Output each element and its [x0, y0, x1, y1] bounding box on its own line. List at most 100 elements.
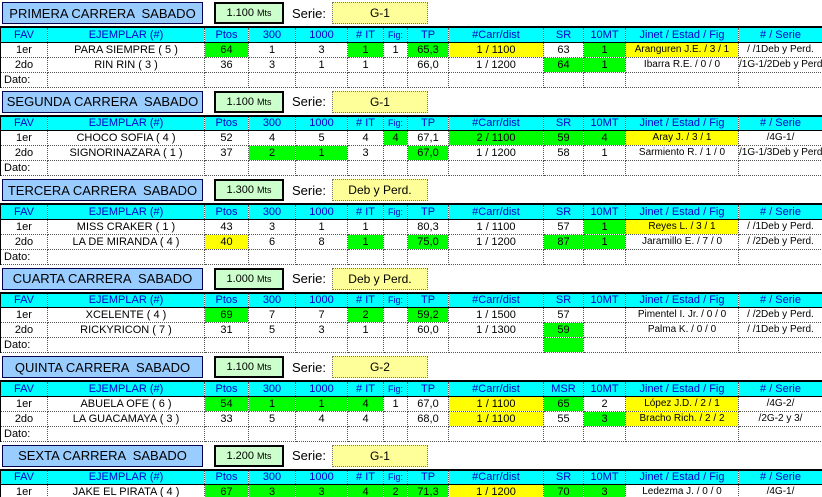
tp-cell[interactable]: 66,0 — [407, 56, 449, 73]
column-header-serie[interactable]: # / Serie — [738, 469, 822, 485]
1000-cell[interactable]: 4 — [295, 410, 348, 427]
ejemplar-cell[interactable] — [47, 71, 205, 88]
column-header-fig[interactable]: Fig: — [383, 115, 408, 131]
column-header-serie[interactable]: # / Serie — [738, 381, 822, 397]
carr-dist-cell[interactable]: 1 / 1500 — [448, 307, 544, 323]
ejemplar-cell[interactable]: PARA SIEMPRE ( 5 ) — [47, 41, 205, 58]
jinet-cell[interactable]: Aranguren J.E. / 3 / 1 — [625, 41, 739, 58]
fig-cell[interactable]: 1 — [383, 395, 408, 412]
carr-dist-cell[interactable]: 1 / 1200 — [448, 145, 544, 161]
column-header-10mt[interactable]: 10MT — [583, 27, 626, 43]
column-header-10mt[interactable]: 10MT — [583, 381, 626, 397]
ejemplar-cell[interactable] — [47, 248, 205, 265]
column-header-1000[interactable]: 1000 — [295, 469, 348, 485]
10mt-cell[interactable]: 1 — [583, 56, 626, 73]
sr-cell[interactable] — [543, 71, 584, 88]
sr-cell[interactable]: 59 — [543, 322, 584, 338]
ptos-cell[interactable] — [204, 337, 249, 353]
jinet-cell[interactable]: Sarmiento R. / 1 / 0 — [625, 145, 739, 161]
column-header-tp[interactable]: TP — [407, 469, 449, 485]
fav-cell[interactable]: 2do — [0, 322, 48, 338]
column-header-ptos[interactable]: Ptos — [204, 381, 249, 397]
column-header-sr[interactable]: SR — [543, 292, 584, 308]
column-header-1000[interactable]: 1000 — [295, 204, 348, 220]
column-header-ptos[interactable]: Ptos — [204, 27, 249, 43]
300-cell[interactable] — [248, 425, 296, 442]
300-cell[interactable] — [248, 337, 296, 353]
serie-cell[interactable]: / /2Deb y Perd. — [738, 233, 822, 250]
column-header-300[interactable]: 300 — [248, 27, 296, 43]
ptos-cell[interactable]: 67 — [204, 484, 249, 497]
jinet-cell[interactable] — [625, 425, 739, 442]
1000-cell[interactable]: 3 — [295, 484, 348, 497]
jinet-cell[interactable]: Reyes L. / 3 / 1 — [625, 218, 739, 235]
ejemplar-cell[interactable]: MISS CRAKER ( 1 ) — [47, 218, 205, 235]
jinet-cell[interactable]: Bracho Rich. / 2 / 2 — [625, 410, 739, 427]
column-header-300[interactable]: 300 — [248, 115, 296, 131]
300-cell[interactable]: 7 — [248, 307, 296, 323]
serie-cell[interactable]: /4G-1/ — [738, 484, 822, 497]
300-cell[interactable]: 3 — [248, 56, 296, 73]
fav-cell[interactable]: 1er — [0, 41, 48, 58]
10mt-cell[interactable] — [583, 160, 626, 176]
it-cell[interactable]: 4 — [347, 484, 384, 497]
column-header-jinet[interactable]: Jinet / Estad / Fig — [625, 27, 739, 43]
tp-cell[interactable]: 65,3 — [407, 41, 449, 58]
10mt-cell[interactable]: 1 — [583, 218, 626, 235]
fig-cell[interactable] — [383, 71, 408, 88]
serie-cell[interactable]: /1G-1/2Deb y Perd. — [738, 56, 822, 73]
column-header-serie[interactable]: # / Serie — [738, 204, 822, 220]
fig-cell[interactable] — [383, 233, 408, 250]
column-header-300[interactable]: 300 — [248, 469, 296, 485]
column-header-1000[interactable]: 1000 — [295, 115, 348, 131]
fav-cell[interactable]: 2do — [0, 233, 48, 250]
serie-cell[interactable]: / /1Deb y Perd. — [738, 218, 822, 235]
column-header-tp[interactable]: TP — [407, 292, 449, 308]
ptos-cell[interactable]: 37 — [204, 145, 249, 161]
300-cell[interactable]: 5 — [248, 322, 296, 338]
tp-cell[interactable]: 68,0 — [407, 410, 449, 427]
ptos-cell[interactable] — [204, 425, 249, 442]
ptos-cell[interactable]: 31 — [204, 322, 249, 338]
column-header-jinet[interactable]: Jinet / Estad / Fig — [625, 115, 739, 131]
column-header-300[interactable]: 300 — [248, 204, 296, 220]
300-cell[interactable]: 6 — [248, 233, 296, 250]
jinet-cell[interactable]: Aray J. / 3 / 1 — [625, 130, 739, 146]
ptos-cell[interactable]: 52 — [204, 130, 249, 146]
it-cell[interactable]: 4 — [347, 410, 384, 427]
fig-cell[interactable]: 4 — [383, 130, 408, 146]
tp-cell[interactable]: 75,0 — [407, 233, 449, 250]
300-cell[interactable]: 1 — [248, 395, 296, 412]
1000-cell[interactable]: 3 — [295, 41, 348, 58]
sr-cell[interactable] — [543, 160, 584, 176]
serie-cell[interactable]: / /1Deb y Perd. — [738, 322, 822, 338]
300-cell[interactable]: 3 — [248, 218, 296, 235]
fav-cell[interactable]: 2do — [0, 145, 48, 161]
fig-cell[interactable] — [383, 218, 408, 235]
10mt-cell[interactable] — [583, 307, 626, 323]
ptos-cell[interactable]: 33 — [204, 410, 249, 427]
sr-cell[interactable]: 65 — [543, 395, 584, 412]
1000-cell[interactable]: 1 — [295, 56, 348, 73]
1000-cell[interactable] — [295, 337, 348, 353]
column-header-fig[interactable]: Fig: — [383, 469, 408, 485]
carr-dist-cell[interactable]: 1 / 1100 — [448, 410, 544, 427]
column-header-it[interactable]: # IT — [347, 204, 384, 220]
fig-cell[interactable] — [383, 410, 408, 427]
it-cell[interactable]: 1 — [347, 56, 384, 73]
sr-cell[interactable] — [543, 248, 584, 265]
sr-cell[interactable]: 57 — [543, 218, 584, 235]
ejemplar-cell[interactable] — [47, 425, 205, 442]
carr-dist-cell[interactable]: 1 / 1100 — [448, 395, 544, 412]
carr-dist-cell[interactable] — [448, 160, 544, 176]
jinet-cell[interactable]: Jaramillo E. / 7 / 0 — [625, 233, 739, 250]
it-cell[interactable] — [347, 160, 384, 176]
10mt-cell[interactable]: 1 — [583, 145, 626, 161]
300-cell[interactable]: 1 — [248, 41, 296, 58]
column-header-10mt[interactable]: 10MT — [583, 204, 626, 220]
10mt-cell[interactable] — [583, 248, 626, 265]
300-cell[interactable] — [248, 160, 296, 176]
column-header-ptos[interactable]: Ptos — [204, 292, 249, 308]
column-header-carr-dist[interactable]: #Carr/dist — [448, 292, 544, 308]
jinet-cell[interactable]: Palma K. / 0 / 0 — [625, 322, 739, 338]
